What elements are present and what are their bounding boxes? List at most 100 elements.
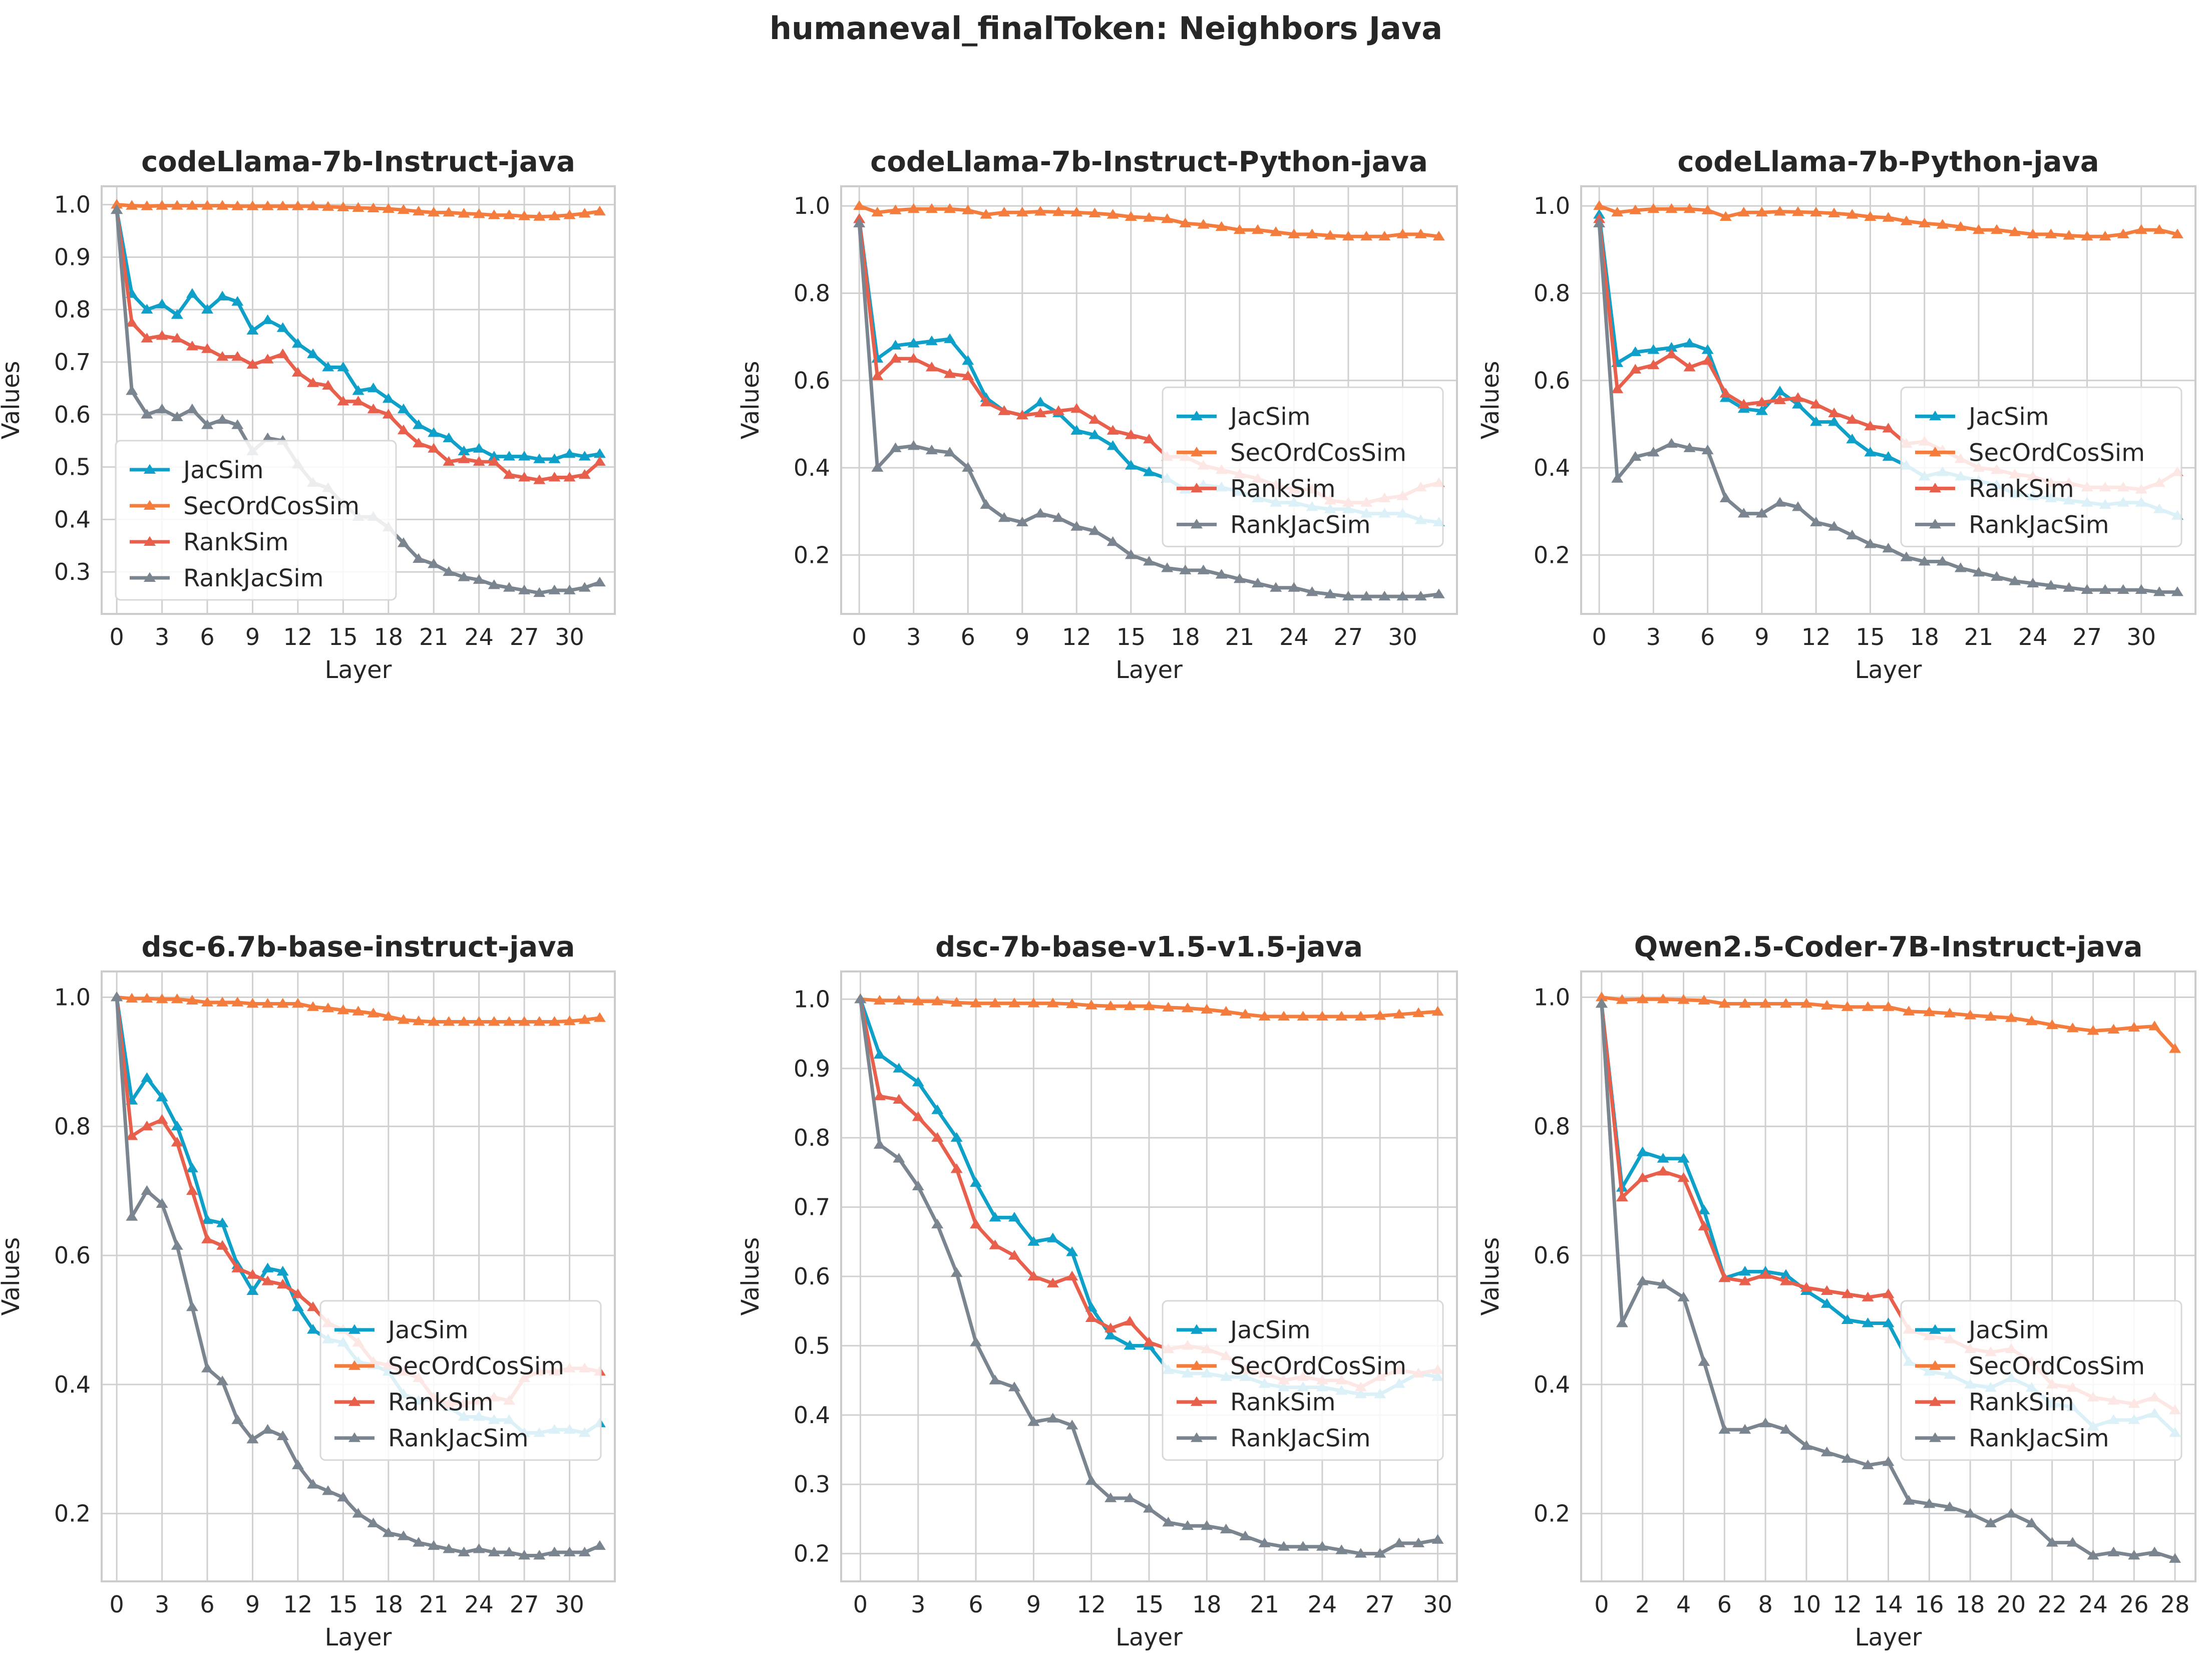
data-point-secordcossim	[1360, 230, 1373, 241]
data-point-jacsim	[1124, 1340, 1136, 1350]
x-tick-label: 30	[555, 623, 584, 650]
x-tick-label: 21	[1225, 623, 1255, 650]
data-point-ranksim	[156, 330, 168, 340]
data-point-secordcossim	[1719, 211, 1732, 221]
series-rankjacsim	[1593, 217, 2183, 596]
data-point-rankjacsim	[1143, 1503, 1155, 1513]
y-tick-label: 0.9	[54, 243, 91, 270]
legend-label: RankSim	[1230, 475, 1336, 503]
data-point-rankjacsim	[2148, 1546, 2161, 1556]
data-point-secordcossim	[1034, 206, 1046, 216]
data-point-secordcossim	[1052, 206, 1065, 216]
x-tick-label: 30	[1388, 623, 1417, 650]
data-point-secordcossim	[2128, 1022, 2140, 1032]
y-tick-label: 0.4	[1534, 454, 1570, 481]
data-point-secordcossim	[1233, 224, 1246, 234]
x-tick-label: 12	[1062, 623, 1091, 650]
data-point-secordcossim	[2153, 224, 2165, 234]
data-point-secordcossim	[1297, 1011, 1309, 1021]
data-point-rankjacsim	[1252, 577, 1264, 587]
data-point-rankjacsim	[201, 1363, 214, 1373]
x-tick-label: 4	[1676, 1591, 1691, 1618]
y-tick-label: 0.4	[794, 1402, 830, 1429]
data-point-secordcossim	[1923, 1006, 1936, 1017]
data-point-rankjacsim	[962, 462, 974, 472]
data-point-rankjacsim	[989, 1375, 1001, 1385]
y-tick-label: 0.8	[794, 1124, 830, 1151]
data-point-rankjacsim	[488, 1546, 500, 1556]
data-point-secordcossim	[201, 200, 214, 210]
data-point-secordcossim	[2117, 228, 2129, 238]
data-point-jacsim	[889, 340, 902, 350]
data-point-rankjacsim	[1828, 521, 1840, 531]
subplot-title: dsc-6.7b-base-instruct-java	[142, 931, 575, 963]
data-point-ranksim	[1034, 407, 1046, 418]
data-point-secordcossim	[2099, 230, 2111, 241]
x-tick-label: 6	[1700, 623, 1715, 650]
data-point-rankjacsim	[1820, 1446, 1833, 1457]
data-point-jacsim	[397, 403, 410, 414]
data-point-rankjacsim	[1792, 501, 1804, 511]
legend-label: SecOrdCosSim	[1969, 1353, 2145, 1381]
data-point-ranksim	[473, 456, 485, 466]
data-point-jacsim	[1820, 1298, 1833, 1308]
data-point-rankjacsim	[1052, 512, 1065, 522]
y-tick-label: 0.8	[794, 280, 830, 307]
data-point-jacsim	[186, 1162, 198, 1173]
data-point-rankjacsim	[1270, 582, 1282, 592]
y-tick-label: 0.2	[794, 541, 830, 568]
y-tick-label: 1.0	[794, 192, 830, 219]
data-point-secordcossim	[2148, 1021, 2161, 1031]
data-point-ranksim	[1046, 1277, 1059, 1287]
data-point-rankjacsim	[1181, 1520, 1194, 1530]
data-point-secordcossim	[1636, 993, 1649, 1004]
legend-label: SecOrdCosSim	[1230, 1353, 1406, 1381]
x-tick-label: 15	[1135, 1591, 1164, 1618]
data-point-rankjacsim	[382, 1527, 395, 1537]
data-point-secordcossim	[413, 1015, 425, 1026]
data-point-rankjacsim	[1991, 571, 2003, 581]
axes-frame	[840, 970, 1458, 1582]
legend-swatch-marker	[1191, 446, 1203, 457]
data-point-secordcossim	[1629, 204, 1642, 214]
data-point-ranksim	[533, 474, 546, 484]
data-point-secordcossim	[488, 209, 500, 219]
x-tick-label: 18	[1192, 1591, 1222, 1618]
data-point-secordcossim	[1107, 209, 1119, 219]
data-point-secordcossim	[352, 202, 364, 212]
data-point-jacsim	[944, 333, 956, 343]
data-point-jacsim	[593, 448, 606, 458]
data-point-rankjacsim	[593, 1540, 606, 1550]
data-point-rankjacsim	[126, 1211, 138, 1221]
legend-swatch-marker	[144, 500, 156, 510]
data-point-secordcossim	[1008, 997, 1020, 1008]
x-tick-label: 12	[1076, 1591, 1106, 1618]
data-point-secordcossim	[2107, 1024, 2120, 1034]
data-point-secordcossim	[488, 1016, 500, 1026]
data-point-rankjacsim	[473, 574, 485, 584]
data-point-rankjacsim	[503, 1546, 515, 1556]
data-point-jacsim	[141, 303, 153, 314]
data-point-secordcossim	[1954, 221, 1967, 231]
y-tick-label: 0.5	[54, 454, 91, 481]
legend-swatch-marker	[144, 536, 156, 546]
y-tick-label: 0.2	[1534, 541, 1570, 568]
data-point-ranksim	[291, 1288, 304, 1298]
axes-frame	[101, 970, 616, 1582]
data-point-ranksim	[1616, 1191, 1628, 1202]
data-point-rankjacsim	[1233, 573, 1246, 583]
y-axis-label: Values	[0, 361, 25, 440]
data-point-secordcossim	[533, 1016, 546, 1026]
data-point-ranksim	[1701, 355, 1714, 365]
data-point-rankjacsim	[156, 1198, 168, 1208]
x-tick-label: 24	[1279, 623, 1309, 650]
legend-swatch-marker	[1929, 1324, 1941, 1334]
data-point-ranksim	[1085, 1312, 1097, 1322]
data-point-rankjacsim	[1964, 1508, 1977, 1518]
data-point-jacsim	[1636, 1146, 1649, 1156]
data-point-ranksim	[307, 1301, 319, 1311]
data-point-secordcossim	[2005, 1012, 2017, 1022]
data-point-rankjacsim	[1718, 1424, 1731, 1434]
data-point-ranksim	[291, 367, 304, 377]
data-point-secordcossim	[473, 208, 485, 218]
